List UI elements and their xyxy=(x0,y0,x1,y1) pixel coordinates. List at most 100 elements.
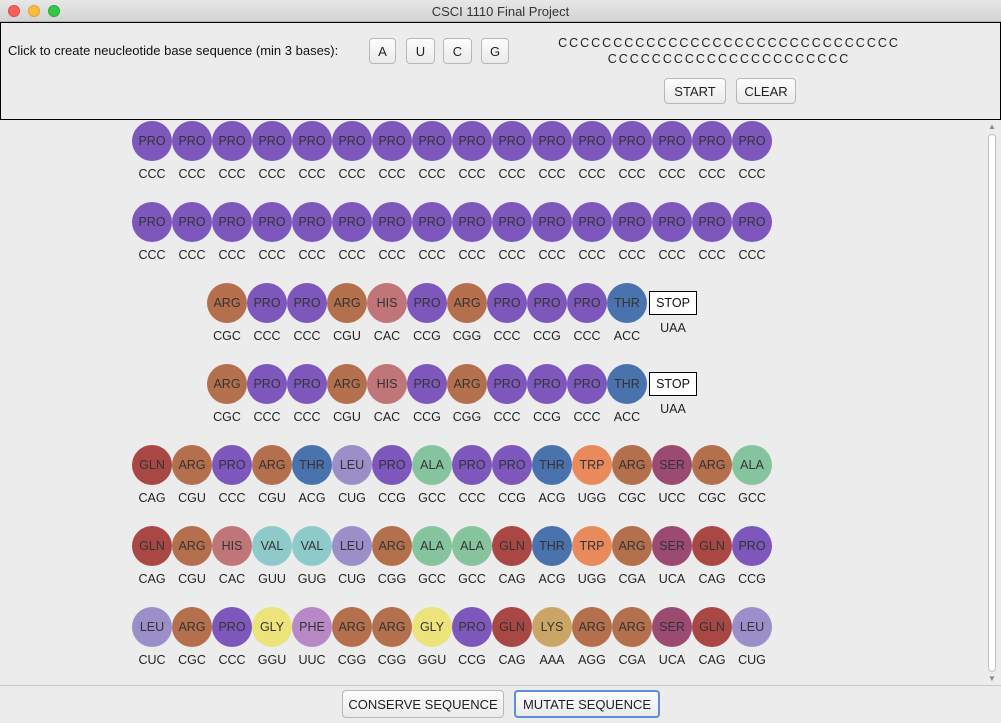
codon-label: UCA xyxy=(658,653,686,667)
amino-acid-cell: PRO CCC xyxy=(732,202,772,262)
codon-label: CAG xyxy=(138,572,166,586)
amino-acid-circle: VAL xyxy=(252,526,292,566)
amino-acid-circle: THR xyxy=(532,445,572,485)
amino-acid-row: GLN CAG ARG CGU HIS CAC VAL GUU VAL GUG LEU CUG ARG C… xyxy=(132,526,772,586)
minimize-window-button[interactable] xyxy=(28,5,40,17)
amino-acid-circle: ARG xyxy=(372,526,412,566)
base-g-button[interactable]: G xyxy=(481,38,509,64)
codon-label: CGC xyxy=(213,410,241,424)
amino-acid-circle: PRO xyxy=(567,364,607,404)
scrollbar-track[interactable] xyxy=(988,134,996,672)
amino-acid-cell: THR ACG xyxy=(532,526,572,586)
amino-acid-cell: ARG CGG xyxy=(447,283,487,343)
scroll-up-arrow-icon[interactable]: ▲ xyxy=(988,122,996,131)
amino-acid-cell: PRO CCG xyxy=(407,283,447,343)
amino-acid-circle: PRO xyxy=(247,283,287,323)
codon-label: UCC xyxy=(658,491,686,505)
codon-label: CCG xyxy=(738,572,766,586)
amino-acid-circle: SER xyxy=(652,607,692,647)
clear-button[interactable]: CLEAR xyxy=(736,78,796,104)
base-a-button[interactable]: A xyxy=(369,38,396,64)
amino-acid-cell: ARG CGU xyxy=(172,526,212,586)
codon-label: CGU xyxy=(178,572,206,586)
amino-acid-cell: ARG CGC xyxy=(172,607,212,667)
codon-label: CCC xyxy=(738,167,766,181)
codon-label: ACC xyxy=(613,410,641,424)
bottom-toolbar: CONSERVE SEQUENCE MUTATE SEQUENCE xyxy=(0,685,1001,723)
amino-acid-circle: PRO xyxy=(532,202,572,242)
amino-acid-cell: SER UCA xyxy=(652,607,692,667)
codon-label: CCC xyxy=(618,248,646,262)
amino-acid-cell: ARG CGC xyxy=(207,283,247,343)
codon-label: GGU xyxy=(257,653,287,667)
conserve-sequence-button[interactable]: CONSERVE SEQUENCE xyxy=(342,690,504,718)
amino-acid-cell: GLY GGU xyxy=(252,607,292,667)
amino-acid-cell: PRO CCC xyxy=(172,121,212,181)
amino-acid-circle: SER xyxy=(652,445,692,485)
amino-acid-circle: ARG xyxy=(692,445,732,485)
amino-acid-cell: PRO CCC xyxy=(292,121,332,181)
amino-acid-cell: PRO CCC xyxy=(172,202,212,262)
mutate-sequence-button[interactable]: MUTATE SEQUENCE xyxy=(514,690,660,718)
amino-acid-circle: LEU xyxy=(732,607,772,647)
amino-acid-cell: ARG CGA xyxy=(612,526,652,586)
amino-acid-cell: PRO CCC xyxy=(452,445,492,505)
amino-acid-cell: PRO CCC xyxy=(212,121,252,181)
codon-label: GCC xyxy=(738,491,766,505)
codon-label: CCC xyxy=(378,248,406,262)
codon-label: CUC xyxy=(138,653,166,667)
amino-acid-cell: PRO CCC xyxy=(212,202,252,262)
codon-label: CAG xyxy=(698,572,726,586)
amino-acid-cell: PRO CCC xyxy=(372,202,412,262)
amino-acid-circle: PRO xyxy=(487,364,527,404)
codon-label: UGG xyxy=(577,572,607,586)
codon-label: GUG xyxy=(297,572,327,586)
amino-acid-circle: ALA xyxy=(452,526,492,566)
amino-acid-cell: PRO CCC xyxy=(532,121,572,181)
amino-acid-cell: PRO CCC xyxy=(692,202,732,262)
start-button[interactable]: START xyxy=(664,78,726,104)
amino-acid-circle: ARG xyxy=(612,445,652,485)
amino-acid-cell: PRO CCG xyxy=(732,526,772,586)
amino-acid-cell: ARG CGA xyxy=(612,607,652,667)
amino-acid-cell: STOP UAA xyxy=(647,283,699,343)
amino-acid-circle: PRO xyxy=(372,121,412,161)
codon-label: CCC xyxy=(698,248,726,262)
amino-acid-circle: THR xyxy=(292,445,332,485)
base-u-button[interactable]: U xyxy=(406,38,435,64)
close-window-button[interactable] xyxy=(8,5,20,17)
amino-acid-circle: PRO xyxy=(292,202,332,242)
amino-acid-cell: TRP UGG xyxy=(572,445,612,505)
amino-acid-circle: PRO xyxy=(132,202,172,242)
maximize-window-button[interactable] xyxy=(48,5,60,17)
amino-acid-cell: PRO CCC xyxy=(287,283,327,343)
amino-acid-circle: PRO xyxy=(452,202,492,242)
amino-acid-row: LEU CUC ARG CGC PRO CCC GLY GGU PHE UUC ARG CGG ARG C… xyxy=(132,607,772,667)
amino-acid-cell: ALA GCC xyxy=(412,445,452,505)
amino-acid-circle: ARG xyxy=(372,607,412,647)
amino-acid-cell: PRO CCC xyxy=(287,364,327,424)
amino-acid-circle: HIS xyxy=(212,526,252,566)
amino-acid-cell: STOP UAA xyxy=(647,364,699,424)
amino-acid-cell: LEU CUG xyxy=(332,445,372,505)
codon-label: CCC xyxy=(578,248,606,262)
codon-label: UUC xyxy=(298,653,326,667)
codon-label: CCC xyxy=(298,248,326,262)
amino-acid-circle: ARG xyxy=(332,607,372,647)
amino-acid-cell: SER UCC xyxy=(652,445,692,505)
codon-label: CGG xyxy=(452,329,482,343)
amino-acid-cell: PRO CCC xyxy=(567,283,607,343)
amino-acid-circle: PRO xyxy=(732,121,772,161)
codon-label: CCC xyxy=(138,248,166,262)
scroll-down-arrow-icon[interactable]: ▼ xyxy=(988,674,996,683)
codon-label: CGC xyxy=(618,491,646,505)
codon-label: CCC xyxy=(253,329,281,343)
amino-acid-cell: THR ACG xyxy=(532,445,572,505)
amino-acid-cell: PRO CCG xyxy=(407,364,447,424)
codon-label: CCC xyxy=(738,248,766,262)
codon-label: CCC xyxy=(493,329,521,343)
base-c-button[interactable]: C xyxy=(443,38,472,64)
codon-label: CAC xyxy=(373,410,401,424)
vertical-scrollbar[interactable]: ▲ ▼ xyxy=(985,122,999,684)
codon-label: CCC xyxy=(293,329,321,343)
